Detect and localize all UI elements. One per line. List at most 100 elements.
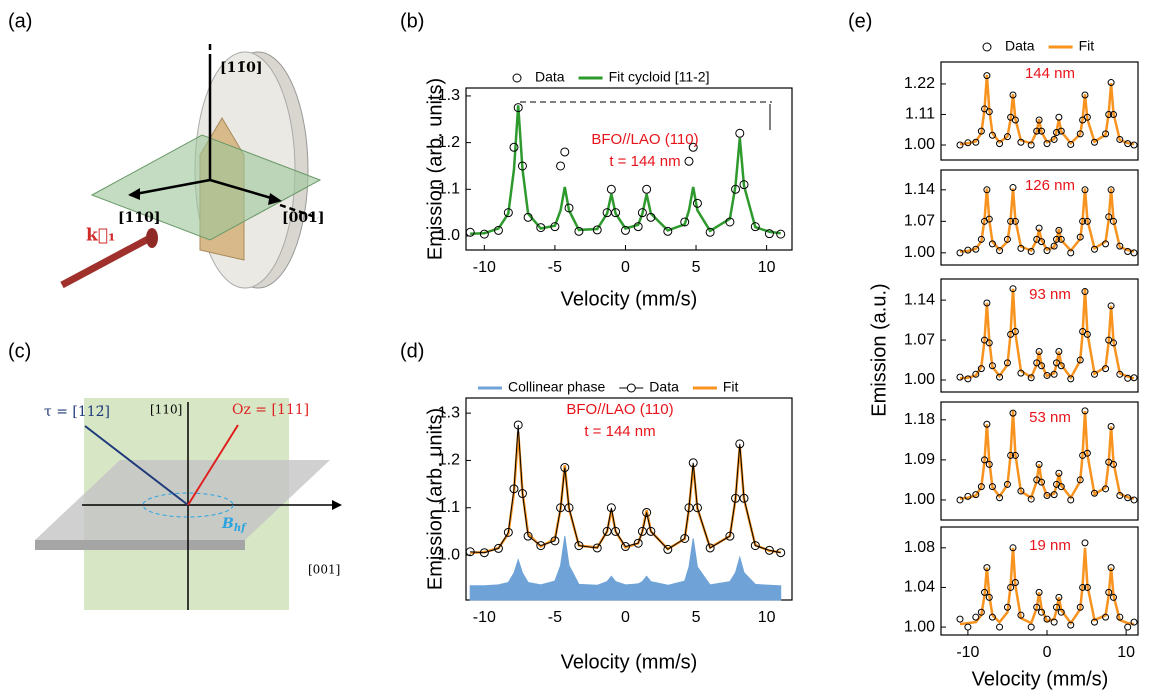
- data-point: [1011, 328, 1019, 336]
- data-point: [964, 492, 972, 500]
- data-point: [1105, 110, 1113, 118]
- annotation: 53 nm: [1029, 409, 1071, 426]
- data-point: [517, 161, 527, 171]
- data-point: [705, 227, 715, 237]
- data-point: [479, 229, 489, 239]
- data-point: [1050, 618, 1058, 626]
- data-point: [750, 541, 760, 551]
- data-point: [1011, 578, 1019, 586]
- data-point: [988, 362, 996, 370]
- legend-label: Data: [1005, 38, 1035, 54]
- arrow-head: [332, 500, 342, 510]
- axis-label: [001]: [282, 210, 324, 226]
- data-point: [633, 538, 643, 548]
- data-point: [977, 608, 985, 616]
- axis-label: [001]: [308, 563, 340, 577]
- data-point: [1027, 623, 1035, 631]
- data-point: [1102, 485, 1110, 493]
- annotation: 19 nm: [1029, 537, 1071, 554]
- axis-label: [11̄0]: [220, 60, 262, 76]
- data-point: [985, 215, 993, 223]
- data-point: [1090, 138, 1098, 146]
- data-point: [735, 439, 745, 449]
- data-point: [688, 142, 698, 152]
- data-point: [1067, 621, 1075, 629]
- data-point: [739, 493, 749, 503]
- data-point: [1037, 127, 1045, 135]
- field-symbol: B: [221, 516, 234, 532]
- data-point: [996, 247, 1004, 255]
- x-axis-label: Velocity (mm/s): [561, 651, 698, 673]
- data-point: [1081, 407, 1089, 415]
- legend-label: Fit cycloid [11-2]: [609, 69, 710, 85]
- data-point: [996, 373, 1004, 381]
- data-point: [1102, 613, 1110, 621]
- plot-frame: [940, 401, 1139, 521]
- data-point: [1090, 245, 1098, 253]
- legend-label: Fit: [723, 379, 739, 395]
- data-point: [692, 198, 702, 208]
- data-point: [972, 491, 980, 499]
- data-point: [560, 463, 570, 473]
- data-point: [977, 127, 985, 135]
- line: [470, 105, 781, 235]
- data-point: [509, 142, 519, 152]
- data-point: [1057, 235, 1065, 243]
- data-point: [642, 507, 652, 517]
- data-point: [1037, 362, 1045, 370]
- data-point: [503, 527, 513, 537]
- data-point: [964, 139, 972, 147]
- data-point: [1035, 347, 1043, 355]
- panel-label: (c): [8, 340, 31, 362]
- data-point: [739, 180, 749, 190]
- data-point: [956, 141, 964, 149]
- data-point: [592, 225, 602, 235]
- line: [959, 410, 1135, 500]
- y-tick-label: 1.14: [904, 181, 935, 198]
- data-point: [606, 184, 616, 194]
- legend-label: Data: [649, 379, 679, 395]
- legend-label: Fit: [1079, 38, 1095, 54]
- data-point: [1130, 141, 1138, 149]
- annotation: 144 nm: [1025, 65, 1075, 82]
- data-point: [1130, 374, 1138, 382]
- data-point: [1076, 233, 1084, 241]
- data-point: [1102, 240, 1110, 248]
- data-point: [688, 458, 698, 468]
- data-point: [1057, 483, 1065, 491]
- legend-item: Collinear phase: [478, 379, 605, 395]
- data-point: [574, 541, 584, 551]
- x-tick-label: 0: [621, 259, 630, 276]
- tau-vector: [84, 425, 189, 506]
- data-point: [493, 225, 503, 235]
- data-point: [1057, 127, 1065, 135]
- data-point: [977, 483, 985, 491]
- data-point: [985, 339, 993, 347]
- y-tick-label: 1.04: [904, 579, 935, 596]
- data-point: [684, 156, 694, 166]
- data-point: [465, 547, 475, 557]
- legend-item: Data: [619, 379, 679, 395]
- data-point: [1105, 588, 1113, 596]
- axis: [129, 178, 211, 197]
- line: [959, 288, 1135, 381]
- data-point: [633, 222, 643, 232]
- data-point: [1130, 249, 1138, 257]
- data-point: [1027, 141, 1035, 149]
- data-point: [611, 208, 621, 218]
- x-tick-label: -10: [956, 644, 979, 661]
- x-tick-label: -5: [548, 259, 562, 276]
- oz-vector: [187, 424, 239, 506]
- data-point: [988, 131, 996, 139]
- data-point: [1116, 492, 1124, 500]
- data-point: [1053, 235, 1061, 243]
- data-point: [1017, 369, 1025, 377]
- data-point: [964, 246, 972, 254]
- data-point: [680, 217, 690, 227]
- data-point: [1027, 495, 1035, 503]
- x-tick-label: 5: [692, 259, 701, 276]
- data-point: [1050, 242, 1058, 250]
- data-point: [1037, 478, 1045, 486]
- data-point: [1053, 603, 1061, 611]
